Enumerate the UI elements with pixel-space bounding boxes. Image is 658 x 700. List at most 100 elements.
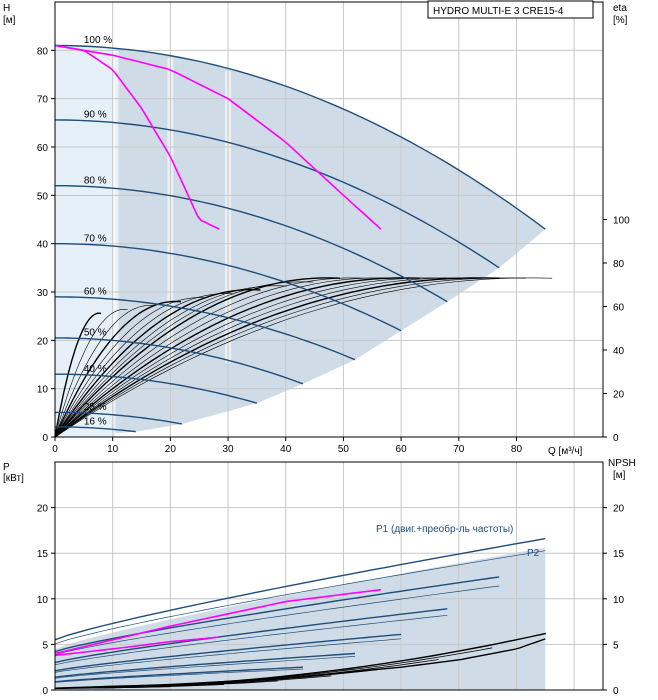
y-left-unit-top: [м] xyxy=(3,15,16,26)
y-tick-label-left: 10 xyxy=(37,595,49,606)
y-tick-label-left: 50 xyxy=(37,191,49,202)
p1-curve xyxy=(54,633,402,672)
bottom-plot-frame xyxy=(54,461,604,691)
x-tick-label: 60 xyxy=(396,444,408,455)
y-tick-label-left: 0 xyxy=(42,433,48,444)
p1-curve xyxy=(54,652,356,678)
y-tick-label-right: 0 xyxy=(613,433,619,444)
y-tick-label-right: 20 xyxy=(613,504,625,515)
bottom-operating-regions xyxy=(55,547,546,690)
p2-curve xyxy=(54,614,448,666)
y-tick-label-right: 10 xyxy=(613,595,625,606)
y-left-unit-bottom: [кВт] xyxy=(3,473,24,484)
y-tick-label-left: 10 xyxy=(37,385,49,396)
x-axis-label: Q [м³/ч] xyxy=(548,446,583,457)
y-right-label-top: eta xyxy=(613,3,627,14)
head-curve xyxy=(55,373,258,404)
p1-curve xyxy=(54,537,546,641)
speed-label: 80 % xyxy=(84,175,107,186)
x-tick-label: 0 xyxy=(52,444,58,455)
p2-series-label: P2 xyxy=(527,548,540,559)
p1-curve xyxy=(54,666,304,683)
speed-label: 100 % xyxy=(84,35,112,46)
npsh-curve xyxy=(54,632,547,689)
head-curve xyxy=(55,411,183,425)
head-curve xyxy=(55,337,304,385)
efficiency-curve xyxy=(54,285,287,438)
x-tick-label: 40 xyxy=(280,444,292,455)
head-curve xyxy=(54,296,356,361)
head-curve xyxy=(55,243,402,332)
speed-label: 90 % xyxy=(84,110,107,121)
head-curve xyxy=(54,119,500,269)
y-tick-label-right: 15 xyxy=(613,549,625,560)
x-tick-label: 70 xyxy=(453,444,465,455)
x-tick-label: 30 xyxy=(222,444,234,455)
x-tick-label: 10 xyxy=(107,444,119,455)
efficiency-curve xyxy=(54,293,234,438)
duty-curve xyxy=(54,44,382,230)
y-tick-label-left: 80 xyxy=(37,46,49,57)
x-tick-label: 50 xyxy=(338,444,350,455)
top-axes: 0 10 20 30 40 50 60 70 80 0 10 20 30 40 50 60 70 80 0 20 40 6… xyxy=(37,1,630,455)
p2-curve xyxy=(54,550,546,645)
p2-curve xyxy=(54,668,304,683)
y-tick-label-left: 5 xyxy=(42,640,48,651)
power-region xyxy=(55,547,546,690)
x-tick-label: 20 xyxy=(165,444,177,455)
efficiency-curve xyxy=(54,297,208,438)
efficiency-curve xyxy=(54,277,394,438)
y-tick-label-left: 20 xyxy=(37,336,49,347)
y-tick-label-left: 70 xyxy=(37,95,49,106)
efficiency-curve xyxy=(54,277,341,438)
p2-curve xyxy=(54,638,402,673)
efficiency-curve xyxy=(54,277,526,438)
p2-curve xyxy=(54,585,500,656)
speed-label: 60 % xyxy=(84,286,107,297)
y-tick-label-right: 20 xyxy=(613,390,625,401)
efficiency-curve xyxy=(54,277,447,438)
y-tick-label-left: 20 xyxy=(37,504,49,515)
y-left-label-top: H xyxy=(3,3,10,14)
head-curve xyxy=(55,426,136,433)
y-tick-label-left: 15 xyxy=(37,549,49,560)
y-tick-label-right: 60 xyxy=(613,303,625,314)
y-tick-label-right: 5 xyxy=(613,640,619,651)
bottom-axes: 0 5 10 15 20 0 5 10 15 20 xyxy=(37,461,625,697)
speed-label: 50 % xyxy=(84,328,107,339)
efficiency-curve xyxy=(54,289,261,438)
bottom-curves xyxy=(54,537,547,689)
y-tick-label-right: 80 xyxy=(613,259,625,270)
speed-label: 70 % xyxy=(84,233,107,244)
x-tick-label: 80 xyxy=(511,444,523,455)
y-tick-label-right: 40 xyxy=(613,346,625,357)
y-tick-label-left: 60 xyxy=(37,143,49,154)
p1-series-label: P1 (двиг.+преобр-ль частоты) xyxy=(376,523,513,535)
p1-curve xyxy=(54,608,448,664)
efficiency-curve xyxy=(54,300,181,438)
efficiency-curve xyxy=(54,277,473,438)
duty-power-curve xyxy=(54,588,382,655)
efficiency-curve xyxy=(54,305,155,438)
y-right-unit-top: [%] xyxy=(613,15,628,26)
top-grid xyxy=(54,2,603,438)
y-tick-label-left: 0 xyxy=(42,686,48,697)
head-curve xyxy=(55,185,448,303)
y-tick-label-left: 40 xyxy=(37,240,49,251)
chart-title: HYDRO MULTI-E 3 CRE15-4 xyxy=(433,6,564,17)
y-tick-label-left: 30 xyxy=(37,288,49,299)
efficiency-curve xyxy=(54,277,553,438)
speed-label: 40 % xyxy=(84,364,107,375)
y-right-label-bottom: NPSH xyxy=(608,458,636,469)
duty-power-curve xyxy=(54,636,220,657)
speed-label: 25 % xyxy=(84,402,107,413)
npsh-main-curve xyxy=(54,638,546,689)
y-tick-label-right: 0 xyxy=(613,686,619,697)
y-right-unit-bottom: [м] xyxy=(613,470,626,481)
efficiency-curve xyxy=(54,312,102,438)
y-left-label-bottom: P xyxy=(3,462,10,473)
top-curves: 100 % 90 % 80 % 70 % 60 % 50 % 40 % 25 % 16 % xyxy=(54,35,553,438)
speed-label: 16 % xyxy=(84,416,107,427)
title-box xyxy=(427,0,594,19)
